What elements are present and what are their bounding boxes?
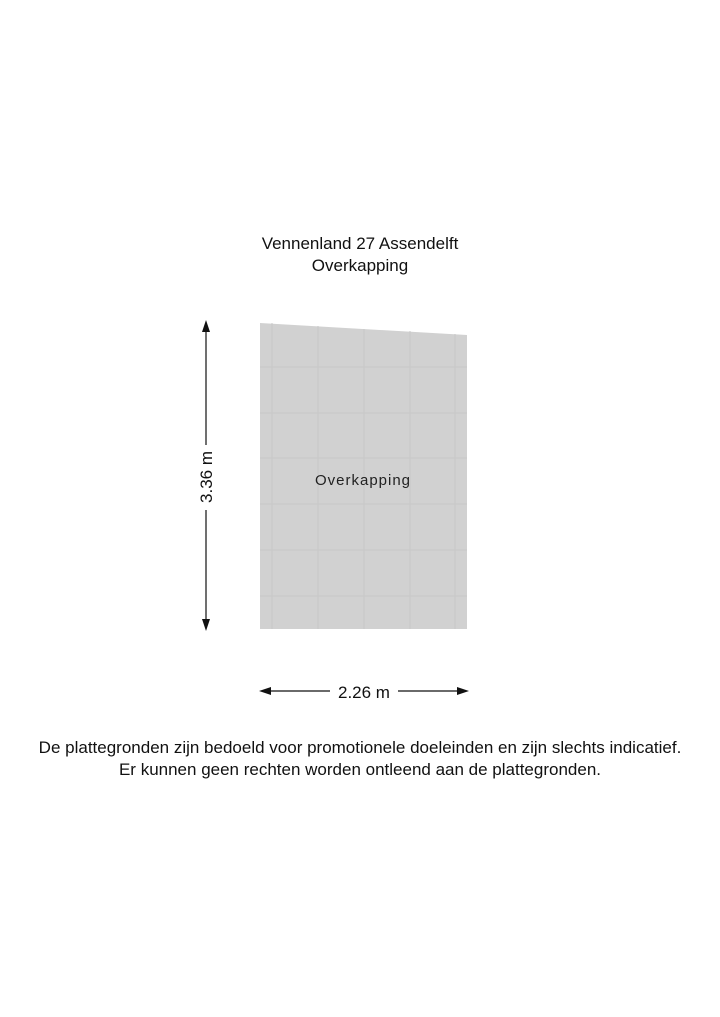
- room-label: Overkapping: [315, 472, 411, 489]
- disclaimer-line-2: Er kunnen geen rechten worden ontleend a…: [118, 760, 602, 779]
- height-dimension-arrow: [202, 320, 210, 631]
- plan-floor-title: Overkapping: [311, 256, 409, 275]
- disclaimer-line-1: De plattegronden zijn bedoeld voor promo…: [38, 738, 682, 757]
- height-dimension-label: 3.36 m: [197, 451, 216, 503]
- width-dimension-arrow: [259, 687, 469, 695]
- width-dimension-label: 2.26 m: [338, 683, 390, 702]
- plan-address: Vennenland 27 Assendelft: [261, 234, 459, 253]
- floor-grid: [260, 323, 467, 629]
